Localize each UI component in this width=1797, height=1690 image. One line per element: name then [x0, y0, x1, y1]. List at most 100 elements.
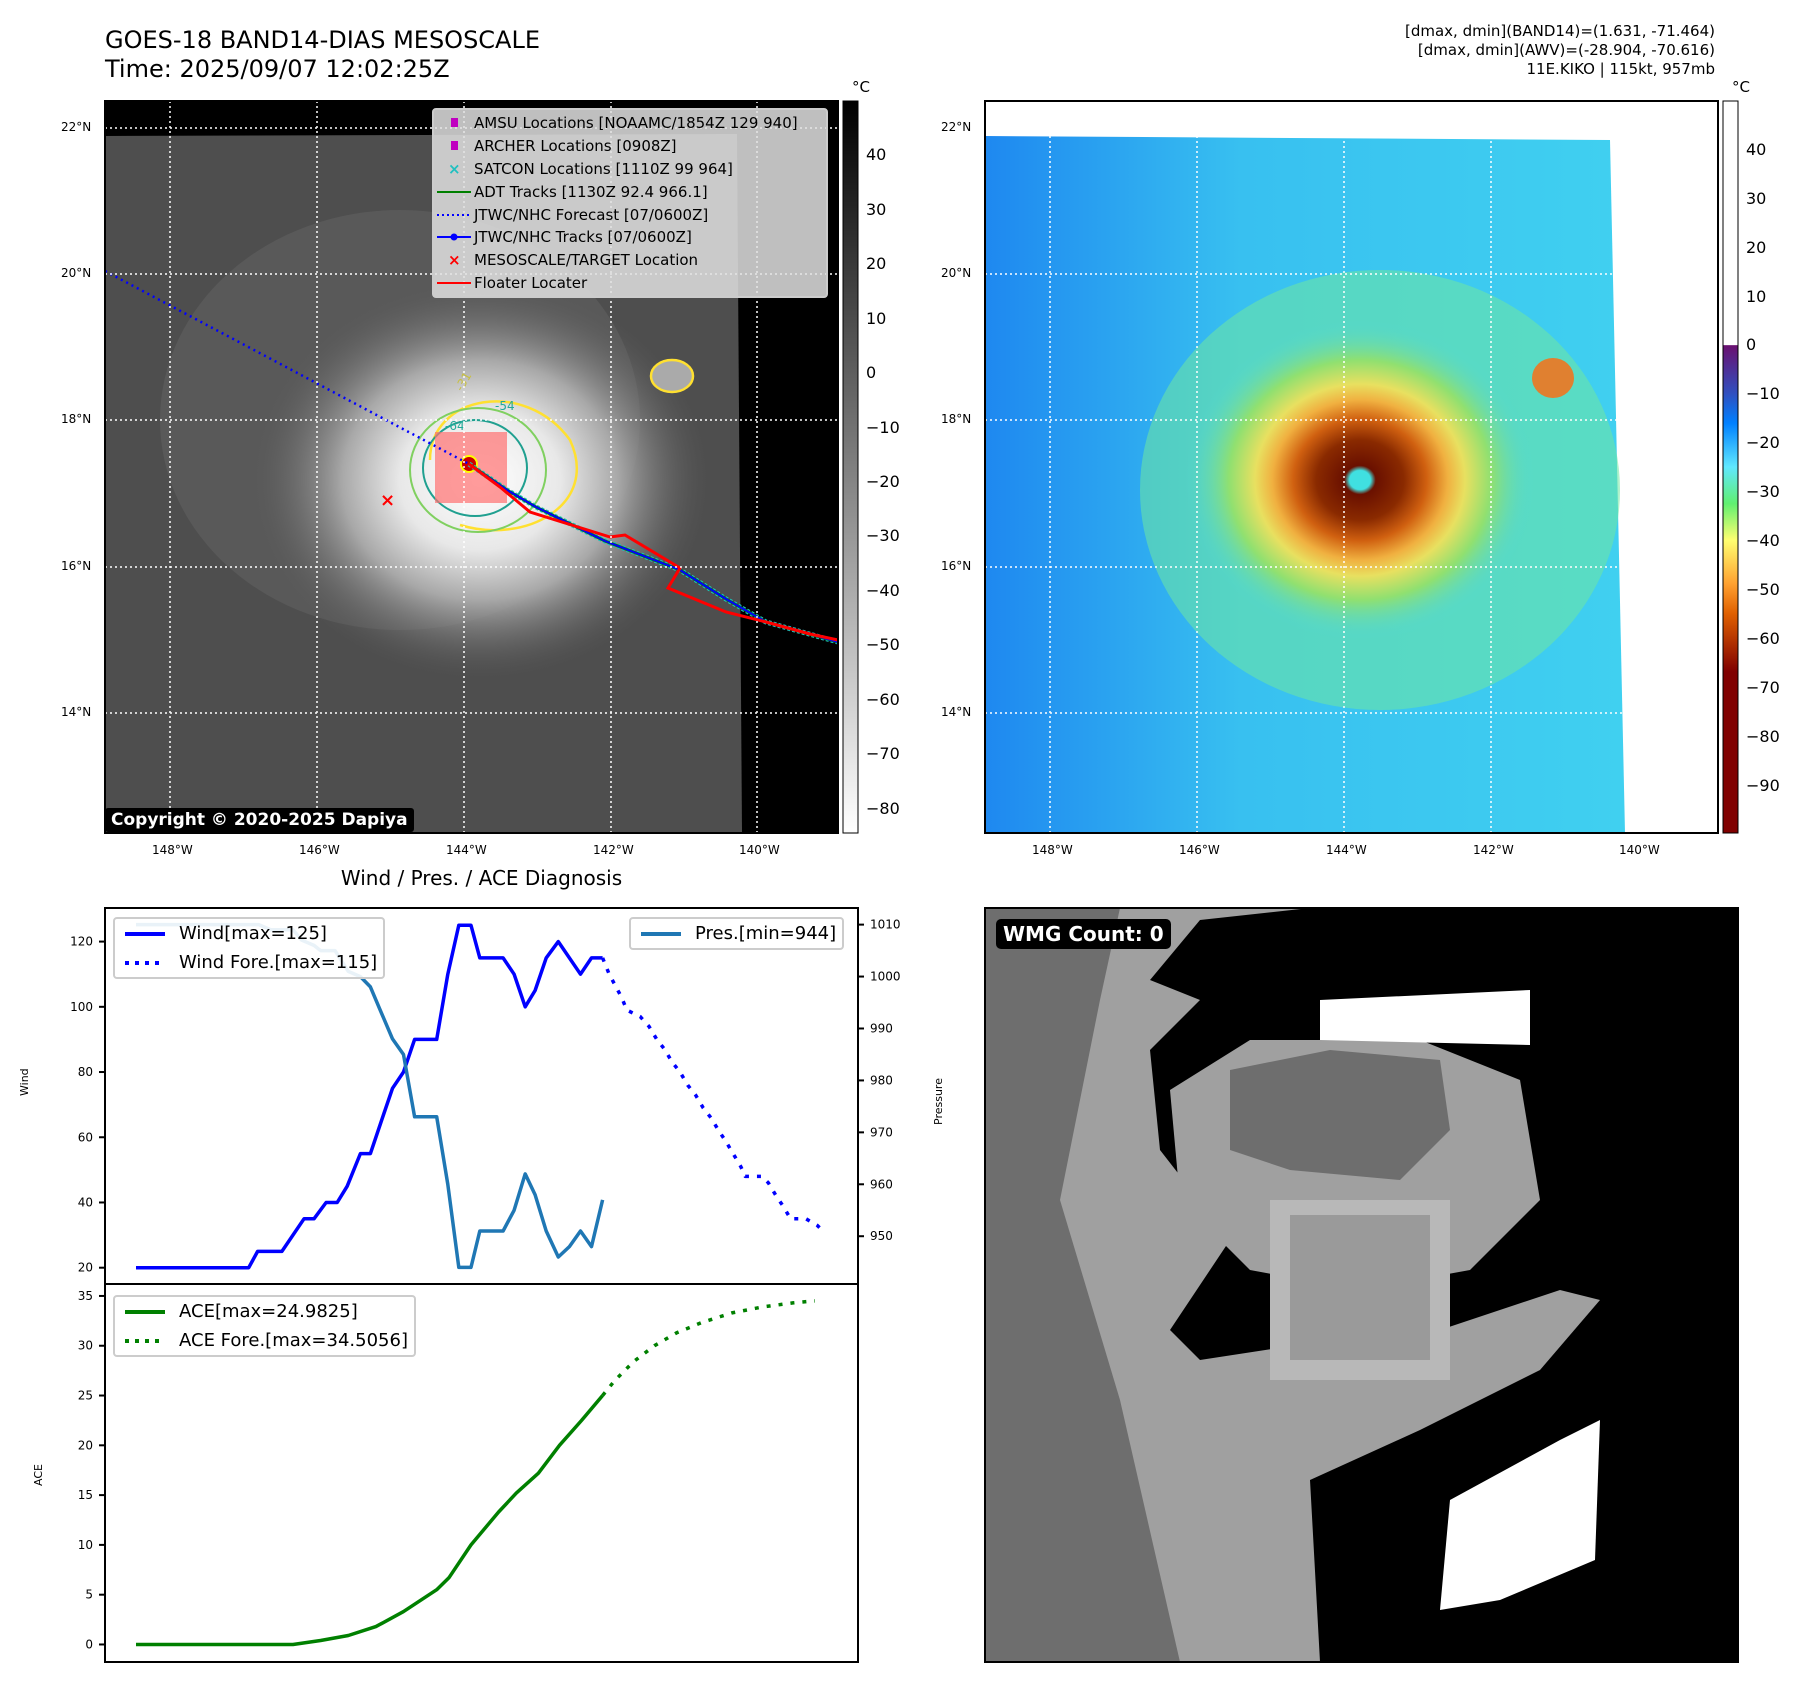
y-tick-label: 20 [78, 1438, 93, 1452]
legend-item: ADT Tracks [1130Z 92.4 966.1] [434, 180, 826, 203]
colorbar-tick: 40 [866, 145, 887, 165]
wmg-panel [984, 907, 1739, 1663]
legend-item-ace: ACE[max=24.9825] [115, 1297, 414, 1326]
forecast-track [104, 269, 470, 466]
lon-tick: 148°W [1032, 843, 1073, 857]
legend-item: ARCHER Locations [0908Z] [434, 135, 826, 158]
svg-text:×: × [448, 251, 461, 269]
legend-item-wind-forecast: Wind Fore.[max=115] [115, 948, 383, 977]
floater-track [468, 462, 839, 642]
series-line-wind-fore- [600, 957, 825, 1234]
colorbar-tick: 40 [1746, 139, 1767, 159]
legend-label: Wind Fore.[max=115] [179, 952, 378, 973]
legend-item: Floater Locater [434, 272, 826, 295]
colorbar-ir-unit: °C [852, 78, 870, 96]
contour-label: -54 [495, 399, 515, 413]
pressure-axis-label: Pressure [932, 1078, 945, 1125]
lon-tick: 146°W [299, 843, 340, 857]
info-band14: [dmax, dmin](BAND14)=(1.631, -71.464) [1404, 22, 1715, 40]
plot-frame [104, 1283, 859, 1663]
y2-tick-label: 980 [870, 1073, 893, 1087]
legend-item: JTWC/NHC Tracks [07/0600Z] [434, 226, 826, 249]
series-line-ace-fore- [601, 1299, 816, 1397]
lon-tick: 142°W [593, 843, 634, 857]
colorbar-tick: −30 [1746, 482, 1780, 502]
y-tick-label: 5 [85, 1588, 93, 1602]
y-tick-label: 0 [85, 1637, 93, 1651]
legend-label: MESOSCALE/TARGET Location [474, 251, 699, 270]
colorbar-tick: −10 [866, 417, 900, 437]
y-tick-label: 120 [70, 935, 93, 949]
colorbar-tick: −30 [866, 526, 900, 546]
colorbar-tick: −50 [1746, 579, 1780, 599]
map-legend: AMSU Locations [NOAAMC/1854Z 129 940] ARC… [432, 108, 828, 299]
colorbar-tick: 20 [866, 254, 887, 274]
y-tick-label: 40 [78, 1195, 93, 1209]
target-x-icon: × [380, 490, 395, 511]
colorbar-wv [1722, 100, 1739, 834]
info-awv: [dmax, dmin](AWV)=(-28.904, -70.616) [1417, 41, 1715, 59]
chart-title: Wind / Pres. / ACE Diagnosis [340, 866, 623, 890]
contour-label: -64 [445, 419, 465, 433]
colorbar-tick: −20 [866, 471, 900, 491]
colorbar-tick: −90 [1746, 775, 1780, 795]
lat-tick: 18°N [941, 412, 972, 426]
legend-line-icon [434, 273, 474, 293]
colorbar-tick: −10 [1746, 384, 1780, 404]
lat-tick: 18°N [61, 412, 92, 426]
y-tick-label: 100 [70, 1000, 93, 1014]
y2-tick-label: 1000 [870, 970, 901, 984]
lon-tick: 140°W [1619, 843, 1660, 857]
colorbar-tick: −40 [866, 580, 900, 600]
ace-axis-label: ACE [32, 1464, 45, 1486]
info-block: [dmax, dmin](BAND14)=(1.631, -71.464) [d… [1405, 22, 1715, 79]
colorbar-tick: 30 [866, 199, 887, 219]
legend-label: Wind[max=125] [179, 923, 327, 944]
legend-item-wind: Wind[max=125] [115, 919, 383, 948]
y-tick-label: 80 [78, 1065, 93, 1079]
island-wv [1532, 358, 1574, 398]
storm-wv [1185, 320, 1535, 640]
series-line-ace [136, 1394, 604, 1647]
legend-line-dot-icon [434, 227, 474, 247]
legend-label: ACE[max=24.9825] [179, 1301, 358, 1322]
colorbar-tick: 10 [866, 308, 887, 328]
colorbar-tick: −70 [1746, 677, 1780, 697]
svg-text:×: × [448, 160, 461, 178]
y-tick-label: 15 [78, 1488, 93, 1502]
colorbar-tick: 30 [1746, 188, 1767, 208]
figure-title: GOES-18 BAND14-DIAS MESOSCALE Time: 2025… [105, 26, 540, 84]
wind-legend: Wind[max=125] Wind Fore.[max=115] [113, 917, 386, 979]
lat-tick: 22°N [61, 120, 92, 134]
title-line-1: GOES-18 BAND14-DIAS MESOSCALE [105, 26, 541, 54]
legend-item: AMSU Locations [NOAAMC/1854Z 129 940] [434, 112, 826, 135]
legend-line-icon [434, 182, 474, 202]
colorbar-tick: 10 [1746, 286, 1767, 306]
y-tick-label: 30 [78, 1339, 93, 1353]
lat-tick: 16°N [941, 559, 972, 573]
lon-tick: 144°W [1326, 843, 1367, 857]
lat-tick: 20°N [941, 266, 972, 280]
legend-item: JTWC/NHC Forecast [07/0600Z] [434, 203, 826, 226]
legend-label: SATCON Locations [1110Z 99 964] [474, 159, 733, 178]
y2-tick-label: 970 [870, 1125, 893, 1139]
ace-legend: ACE[max=24.9825] ACE Fore.[max=34.5056] [113, 1295, 416, 1357]
legend-label: JTWC/NHC Forecast [07/0600Z] [474, 205, 709, 224]
y2-tick-label: 960 [870, 1177, 893, 1191]
colorbar-tick: 0 [866, 363, 877, 383]
colorbar-tick: −80 [1746, 726, 1780, 746]
colorbar-tick: 20 [1746, 237, 1767, 257]
colorbar-tick: −70 [866, 744, 900, 764]
lon-tick: 146°W [1179, 843, 1220, 857]
lon-tick: 148°W [152, 843, 193, 857]
colorbar-tick: −60 [1746, 628, 1780, 648]
pressure-legend: Pres.[min=944] [629, 917, 845, 950]
ir-map: × -31 -64 -54 [104, 100, 839, 834]
legend-label: JTWC/NHC Tracks [07/0600Z] [474, 228, 692, 247]
wind-axis-label: Wind [18, 1068, 31, 1096]
wv-map [984, 100, 1719, 834]
legend-x-icon: × [434, 250, 474, 270]
colorbar-tick: −50 [866, 635, 900, 655]
colorbar-tick: 0 [1746, 335, 1757, 355]
